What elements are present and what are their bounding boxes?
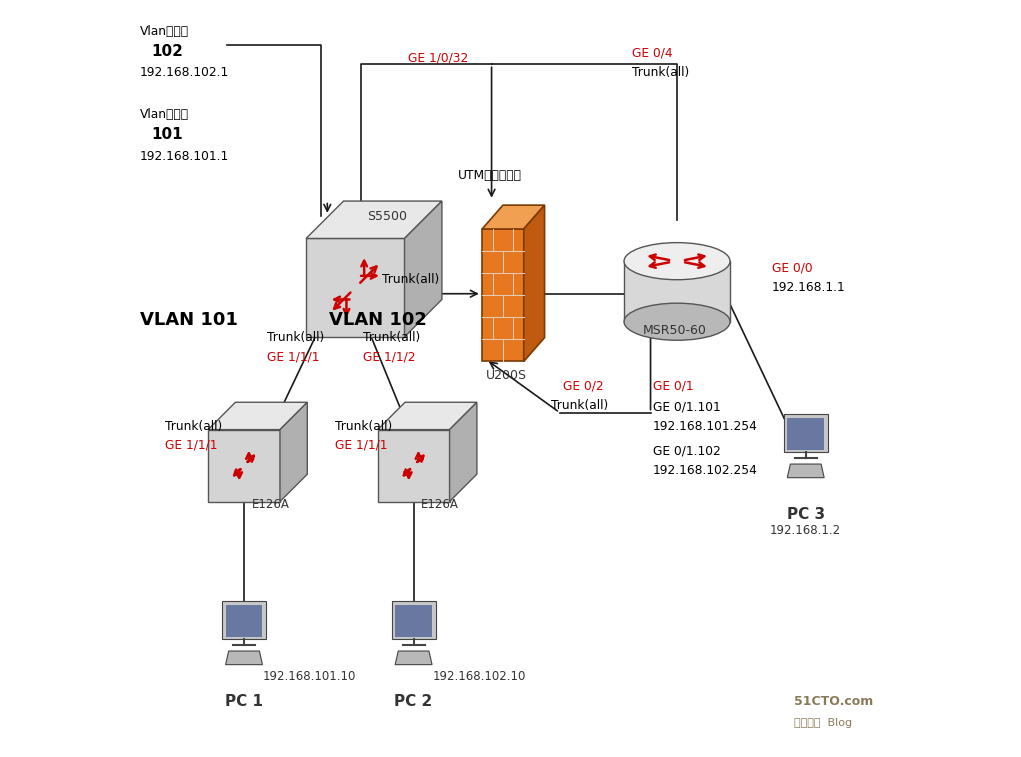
Text: Trunk(all): Trunk(all) bbox=[632, 67, 689, 79]
Polygon shape bbox=[404, 201, 442, 337]
Polygon shape bbox=[280, 402, 307, 501]
Text: GE 0/0: GE 0/0 bbox=[772, 261, 813, 274]
Text: GE 0/2: GE 0/2 bbox=[564, 379, 604, 392]
Text: GE 1/1/1: GE 1/1/1 bbox=[335, 439, 387, 452]
Text: 技术博客  Blog: 技术博客 Blog bbox=[794, 718, 853, 728]
Text: Trunk(all): Trunk(all) bbox=[550, 399, 607, 412]
Text: GE 1/1/1: GE 1/1/1 bbox=[266, 350, 320, 363]
Polygon shape bbox=[208, 430, 280, 501]
Text: Trunk(all): Trunk(all) bbox=[165, 420, 223, 433]
Text: GE 1/1/2: GE 1/1/2 bbox=[362, 350, 416, 363]
Text: 102: 102 bbox=[151, 44, 183, 59]
Text: 51CTO.com: 51CTO.com bbox=[794, 695, 874, 708]
Text: GE 1/0/32: GE 1/0/32 bbox=[408, 51, 469, 64]
Text: S5500: S5500 bbox=[367, 210, 406, 223]
Text: Vlan虚接口: Vlan虚接口 bbox=[140, 108, 189, 121]
Text: Vlan虚接口: Vlan虚接口 bbox=[140, 25, 189, 38]
Polygon shape bbox=[226, 606, 262, 637]
Text: MSR50-60: MSR50-60 bbox=[643, 324, 707, 337]
Polygon shape bbox=[784, 414, 828, 452]
Text: GE 0/1.102: GE 0/1.102 bbox=[652, 445, 721, 458]
Text: E126A: E126A bbox=[251, 498, 290, 511]
Polygon shape bbox=[306, 238, 404, 337]
Polygon shape bbox=[208, 402, 307, 430]
Text: Trunk(all): Trunk(all) bbox=[382, 273, 439, 286]
Text: 192.168.102.1: 192.168.102.1 bbox=[140, 67, 229, 79]
Text: PC 2: PC 2 bbox=[394, 694, 433, 709]
Text: 192.168.102.254: 192.168.102.254 bbox=[652, 464, 758, 477]
Text: VLAN 102: VLAN 102 bbox=[329, 311, 427, 329]
Text: Trunk(all): Trunk(all) bbox=[362, 332, 420, 344]
Text: PC 1: PC 1 bbox=[225, 694, 263, 709]
Text: GE 0/4: GE 0/4 bbox=[632, 46, 672, 59]
Ellipse shape bbox=[624, 304, 730, 341]
Ellipse shape bbox=[624, 242, 730, 279]
Polygon shape bbox=[395, 651, 432, 665]
Text: GE 0/1: GE 0/1 bbox=[652, 379, 693, 392]
Polygon shape bbox=[226, 651, 262, 665]
Polygon shape bbox=[624, 261, 730, 322]
Text: 192.168.101.10: 192.168.101.10 bbox=[263, 670, 356, 683]
Text: Trunk(all): Trunk(all) bbox=[335, 420, 392, 433]
Polygon shape bbox=[392, 601, 436, 639]
Polygon shape bbox=[223, 601, 266, 639]
Text: 192.168.1.2: 192.168.1.2 bbox=[770, 525, 841, 537]
Text: 192.168.101.254: 192.168.101.254 bbox=[652, 420, 758, 433]
Text: 192.168.1.1: 192.168.1.1 bbox=[772, 281, 845, 294]
Text: Trunk(all): Trunk(all) bbox=[266, 332, 324, 344]
Text: U200S: U200S bbox=[486, 369, 527, 382]
Text: 101: 101 bbox=[151, 127, 183, 142]
Polygon shape bbox=[787, 464, 824, 478]
Polygon shape bbox=[378, 430, 449, 501]
Text: VLAN 101: VLAN 101 bbox=[140, 311, 238, 329]
Polygon shape bbox=[306, 201, 442, 238]
Polygon shape bbox=[395, 606, 432, 637]
Text: 192.168.101.1: 192.168.101.1 bbox=[140, 150, 229, 163]
Text: PC 3: PC 3 bbox=[786, 507, 825, 522]
Polygon shape bbox=[482, 205, 544, 229]
Text: GE 0/1.101: GE 0/1.101 bbox=[652, 400, 721, 413]
Text: 192.168.102.10: 192.168.102.10 bbox=[433, 670, 526, 683]
Polygon shape bbox=[787, 419, 824, 450]
Text: GE 1/1/1: GE 1/1/1 bbox=[165, 439, 217, 452]
Polygon shape bbox=[378, 402, 477, 430]
Text: UTM为透明模式: UTM为透明模式 bbox=[457, 169, 522, 182]
Polygon shape bbox=[482, 229, 524, 362]
Polygon shape bbox=[524, 205, 544, 362]
Text: E126A: E126A bbox=[422, 498, 459, 511]
Polygon shape bbox=[449, 402, 477, 501]
